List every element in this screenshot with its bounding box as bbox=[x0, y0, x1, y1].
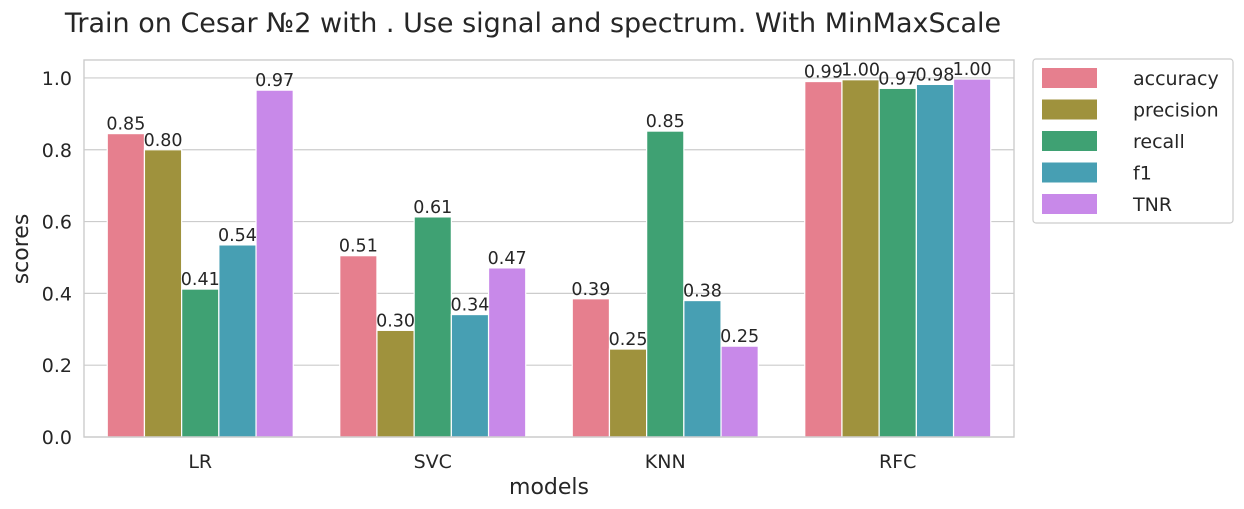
y-axis-ticks: 0.0 0.2 0.4 0.6 0.8 1.0 bbox=[42, 68, 72, 449]
bar-f1-svc bbox=[450, 313, 490, 438]
legend-label: precision bbox=[1133, 100, 1219, 122]
legend-label: f1 bbox=[1133, 163, 1152, 185]
bar-recall-lr bbox=[181, 288, 220, 438]
data-label: 0.98 bbox=[915, 65, 954, 85]
bar-precision-svc bbox=[376, 329, 415, 438]
data-label: 0.85 bbox=[646, 112, 685, 132]
bar-tnr-lr bbox=[255, 89, 294, 438]
y-tick-label: 0.4 bbox=[42, 283, 72, 305]
legend-swatch bbox=[1042, 194, 1097, 214]
data-label: 0.61 bbox=[413, 198, 452, 218]
bar-recall-rfc bbox=[878, 87, 917, 438]
chart-title: Train on Cesar №2 with . Use signal and … bbox=[64, 8, 1001, 39]
bar-f1-rfc bbox=[915, 83, 955, 438]
y-tick-label: 0.2 bbox=[42, 355, 72, 377]
data-label: 0.39 bbox=[571, 280, 610, 300]
data-label: 0.25 bbox=[609, 330, 648, 350]
bar-accuracy-svc bbox=[339, 255, 378, 438]
bar-accuracy-knn bbox=[571, 298, 611, 438]
bar-tnr-rfc bbox=[952, 78, 992, 438]
data-label: 0.41 bbox=[181, 270, 220, 290]
bar-f1-knn bbox=[683, 299, 722, 438]
data-label: 0.51 bbox=[339, 237, 378, 257]
legend-label: recall bbox=[1133, 131, 1185, 153]
data-label: 1.00 bbox=[841, 61, 880, 81]
data-label: 0.97 bbox=[255, 71, 294, 91]
bar-precision-rfc bbox=[841, 79, 880, 438]
x-axis-ticks: LR SVC KNN RFC bbox=[188, 451, 916, 473]
data-label: 0.47 bbox=[488, 249, 527, 269]
y-tick-label: 0.0 bbox=[42, 427, 72, 449]
x-tick-label: RFC bbox=[879, 451, 916, 473]
legend-swatch bbox=[1042, 162, 1097, 183]
x-tick-label: LR bbox=[188, 451, 212, 473]
bar-precision-knn bbox=[608, 348, 648, 438]
bar-tnr-svc bbox=[487, 267, 527, 438]
data-label: 0.97 bbox=[878, 69, 917, 89]
legend-swatch bbox=[1042, 131, 1097, 151]
data-label: 0.38 bbox=[683, 282, 722, 302]
data-labels: 0.850.800.410.540.970.510.300.610.340.47… bbox=[106, 60, 991, 350]
data-label: 0.80 bbox=[144, 131, 183, 151]
bar-tnr-knn bbox=[720, 345, 759, 438]
data-label: 0.54 bbox=[218, 226, 257, 246]
bars bbox=[106, 78, 992, 438]
data-label: 0.30 bbox=[376, 311, 415, 331]
data-label: 0.99 bbox=[804, 63, 843, 83]
data-label: 0.85 bbox=[106, 115, 145, 135]
bar-accuracy-rfc bbox=[804, 80, 843, 438]
y-axis-label: scores bbox=[9, 214, 34, 285]
legend-swatch bbox=[1042, 68, 1097, 88]
bar-f1-lr bbox=[218, 244, 257, 438]
x-tick-label: SVC bbox=[414, 451, 452, 473]
x-tick-label: KNN bbox=[645, 451, 686, 473]
data-label: 1.00 bbox=[953, 60, 992, 80]
y-tick-label: 1.0 bbox=[42, 68, 72, 90]
data-label: 0.25 bbox=[720, 327, 759, 347]
bar-recall-knn bbox=[646, 130, 685, 438]
y-tick-label: 0.8 bbox=[42, 140, 72, 162]
legend-label: accuracy bbox=[1133, 68, 1219, 90]
bar-recall-svc bbox=[413, 216, 452, 438]
x-axis-label: models bbox=[509, 475, 589, 500]
bar-precision-lr bbox=[143, 149, 183, 438]
plot-area bbox=[83, 59, 1015, 438]
legend-swatch bbox=[1042, 99, 1097, 120]
legend-label: TNR bbox=[1132, 194, 1172, 216]
bar-accuracy-lr bbox=[106, 133, 146, 438]
data-label: 0.34 bbox=[450, 296, 489, 316]
legend: accuracy precision recall f1 TNR bbox=[1032, 58, 1234, 224]
y-tick-label: 0.6 bbox=[42, 212, 72, 234]
